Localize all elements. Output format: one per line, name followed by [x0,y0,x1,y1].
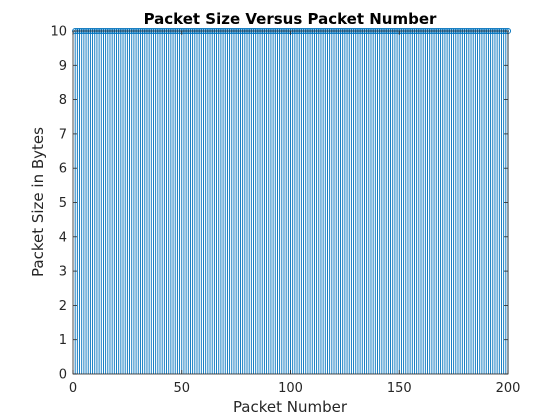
x-axis-label: Packet Number [233,398,348,416]
x-tick-label-150: 150 [387,381,412,396]
y-tick-label-3: 3 [59,265,67,280]
y-tick-label-4: 4 [59,230,67,245]
plot-area: 0 50 100 150 200 0 1 2 3 4 5 6 7 8 9 10 [50,25,520,397]
y-tick-label-0: 0 [59,368,67,383]
chart-title: Packet Size Versus Packet Number [144,10,437,28]
y-tick-label-8: 8 [59,93,67,108]
y-tick-label-7: 7 [59,127,67,142]
x-tick-label-50: 50 [173,381,190,396]
x-tick-label-200: 200 [496,381,521,396]
y-tick-label-2: 2 [59,299,67,314]
y-tick-label-1: 1 [59,333,67,348]
y-tick-label-5: 5 [59,196,67,211]
x-tick-label-100: 100 [278,381,303,396]
y-tick-label-6: 6 [59,162,67,177]
x-tick-label-0: 0 [69,381,77,396]
y-tick-label-9: 9 [59,59,67,74]
y-tick-label-10: 10 [50,25,67,40]
y-axis-label: Packet Size in Bytes [29,127,47,277]
